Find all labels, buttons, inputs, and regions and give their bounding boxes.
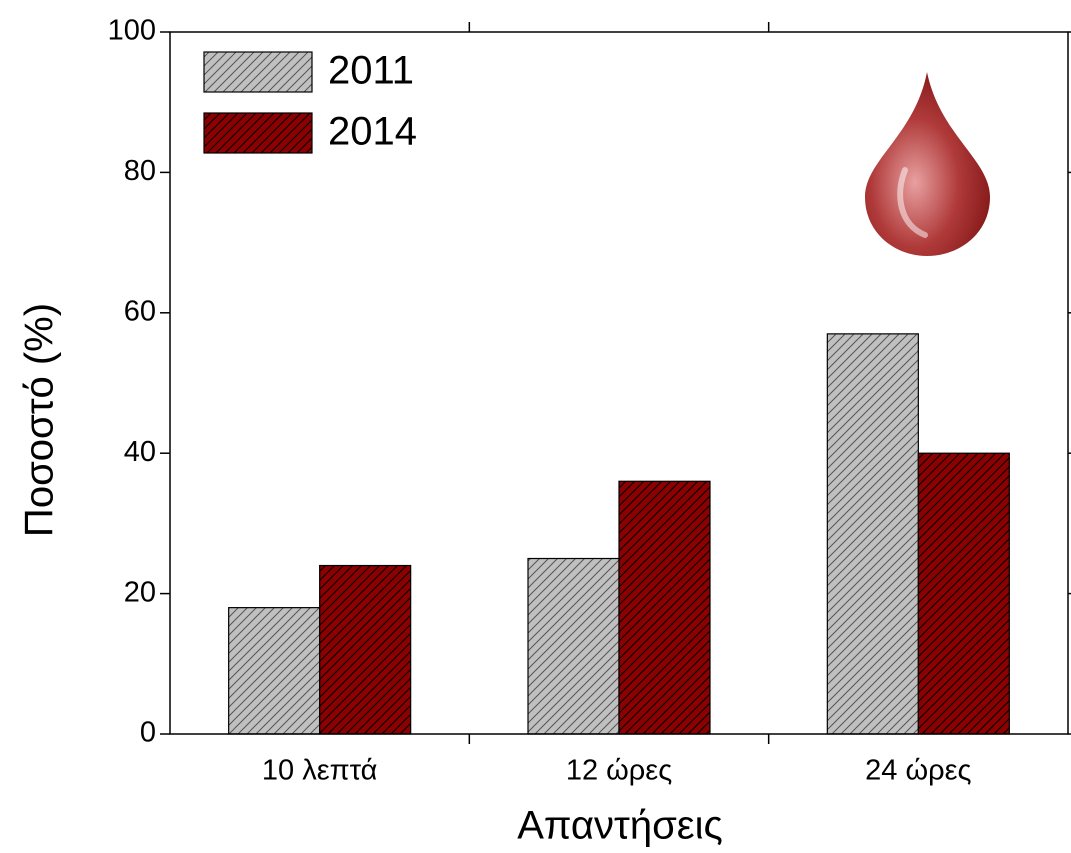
bar xyxy=(826,333,919,735)
y-tick-label: 0 xyxy=(140,717,156,749)
bar xyxy=(618,480,711,735)
bar xyxy=(527,557,620,735)
legend-label: 2014 xyxy=(328,110,417,154)
drop-highlight xyxy=(897,167,928,238)
x-tick-label: 24 ώρες xyxy=(865,755,971,787)
y-tick-label: 20 xyxy=(124,576,156,608)
bar xyxy=(319,564,412,735)
y-tick-label: 40 xyxy=(124,436,156,468)
blood-drop xyxy=(865,72,990,256)
legend-swatch xyxy=(203,51,313,93)
legend-swatch xyxy=(203,112,313,154)
x-axis-title: Απαντήσεις xyxy=(517,804,723,848)
bar xyxy=(917,452,1010,735)
y-tick-label: 80 xyxy=(124,155,156,187)
y-tick-label: 60 xyxy=(124,295,156,327)
x-tick-label: 10 λεπτά xyxy=(262,755,378,787)
x-tick-label: 12 ώρες xyxy=(566,755,672,787)
legend-label: 2011 xyxy=(328,49,414,93)
y-axis-title: Ποσοστό (%) xyxy=(18,303,62,537)
plot-frame xyxy=(169,31,1069,735)
bar xyxy=(228,607,321,735)
y-tick-label: 100 xyxy=(108,15,156,47)
